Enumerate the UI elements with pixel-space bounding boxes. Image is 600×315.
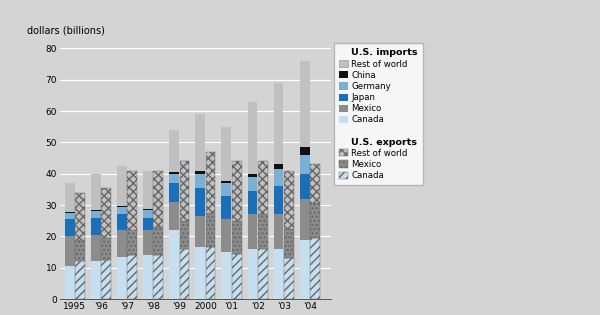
Bar bbox=[232, 254, 242, 299]
Bar bbox=[154, 255, 163, 299]
Bar bbox=[284, 258, 294, 299]
Bar bbox=[206, 213, 215, 247]
Bar bbox=[258, 249, 268, 299]
Bar bbox=[248, 191, 257, 215]
Bar bbox=[169, 183, 179, 202]
Bar bbox=[179, 249, 190, 299]
Bar bbox=[206, 152, 215, 213]
Bar bbox=[248, 177, 257, 191]
Bar bbox=[117, 207, 127, 215]
Bar bbox=[143, 230, 153, 255]
Bar bbox=[284, 170, 294, 229]
Bar bbox=[221, 219, 231, 252]
Bar bbox=[274, 186, 283, 215]
Bar bbox=[91, 211, 101, 218]
Bar bbox=[258, 215, 268, 249]
Bar bbox=[143, 255, 153, 299]
Bar bbox=[232, 221, 242, 254]
Bar bbox=[274, 164, 283, 169]
Bar bbox=[221, 127, 231, 180]
Bar bbox=[65, 266, 74, 299]
Bar bbox=[127, 170, 137, 230]
Bar bbox=[154, 170, 163, 227]
Bar bbox=[143, 210, 153, 218]
Bar bbox=[101, 238, 111, 260]
Bar bbox=[91, 174, 101, 210]
Bar bbox=[274, 215, 283, 249]
Bar bbox=[196, 247, 205, 299]
Bar bbox=[300, 174, 310, 199]
Bar bbox=[310, 203, 320, 238]
Bar bbox=[75, 261, 85, 299]
Bar bbox=[310, 164, 320, 203]
Bar bbox=[196, 174, 205, 188]
Bar bbox=[127, 230, 137, 255]
Bar bbox=[206, 247, 215, 299]
Bar bbox=[284, 229, 294, 258]
Bar bbox=[300, 239, 310, 299]
Bar bbox=[91, 235, 101, 261]
Bar bbox=[274, 249, 283, 299]
Bar bbox=[91, 261, 101, 299]
Bar bbox=[196, 188, 205, 216]
Bar bbox=[143, 209, 153, 210]
Text: dollars (billions): dollars (billions) bbox=[28, 26, 105, 36]
Bar bbox=[274, 169, 283, 186]
Bar bbox=[75, 192, 85, 239]
Bar bbox=[300, 155, 310, 174]
Bar bbox=[248, 174, 257, 177]
Bar bbox=[127, 255, 137, 299]
Bar bbox=[143, 170, 153, 209]
Bar bbox=[300, 147, 310, 155]
Bar bbox=[196, 216, 205, 247]
Bar bbox=[91, 218, 101, 235]
Bar bbox=[101, 188, 111, 238]
Bar bbox=[169, 130, 179, 172]
Bar bbox=[248, 102, 257, 174]
Bar bbox=[221, 252, 231, 299]
Bar bbox=[117, 206, 127, 207]
Bar bbox=[169, 172, 179, 174]
Bar bbox=[179, 161, 190, 221]
Bar bbox=[300, 199, 310, 239]
Bar bbox=[75, 239, 85, 261]
Bar bbox=[258, 161, 268, 215]
Bar bbox=[65, 219, 74, 236]
Bar bbox=[143, 218, 153, 230]
Bar bbox=[274, 83, 283, 164]
Bar bbox=[117, 230, 127, 257]
Bar bbox=[169, 230, 179, 299]
Bar bbox=[179, 221, 190, 249]
Bar bbox=[65, 213, 74, 219]
Bar bbox=[154, 227, 163, 255]
Bar bbox=[65, 183, 74, 212]
Bar bbox=[101, 260, 111, 299]
Bar bbox=[232, 161, 242, 221]
Bar bbox=[65, 236, 74, 266]
Bar bbox=[117, 215, 127, 230]
Bar bbox=[248, 215, 257, 249]
Bar bbox=[221, 183, 231, 196]
Bar bbox=[91, 210, 101, 211]
Bar bbox=[196, 171, 205, 174]
Bar bbox=[300, 61, 310, 147]
Bar bbox=[169, 202, 179, 230]
Bar bbox=[248, 249, 257, 299]
Bar bbox=[196, 114, 205, 171]
Bar bbox=[169, 174, 179, 183]
Bar bbox=[221, 180, 231, 183]
Legend: U.S. imports, Rest of world, China, Germany, Japan, Mexico, Canada,  , U.S. expo: U.S. imports, Rest of world, China, Germ… bbox=[334, 43, 423, 185]
Bar bbox=[310, 238, 320, 299]
Bar bbox=[117, 257, 127, 299]
Bar bbox=[221, 196, 231, 219]
Bar bbox=[117, 166, 127, 206]
Bar bbox=[65, 212, 74, 213]
